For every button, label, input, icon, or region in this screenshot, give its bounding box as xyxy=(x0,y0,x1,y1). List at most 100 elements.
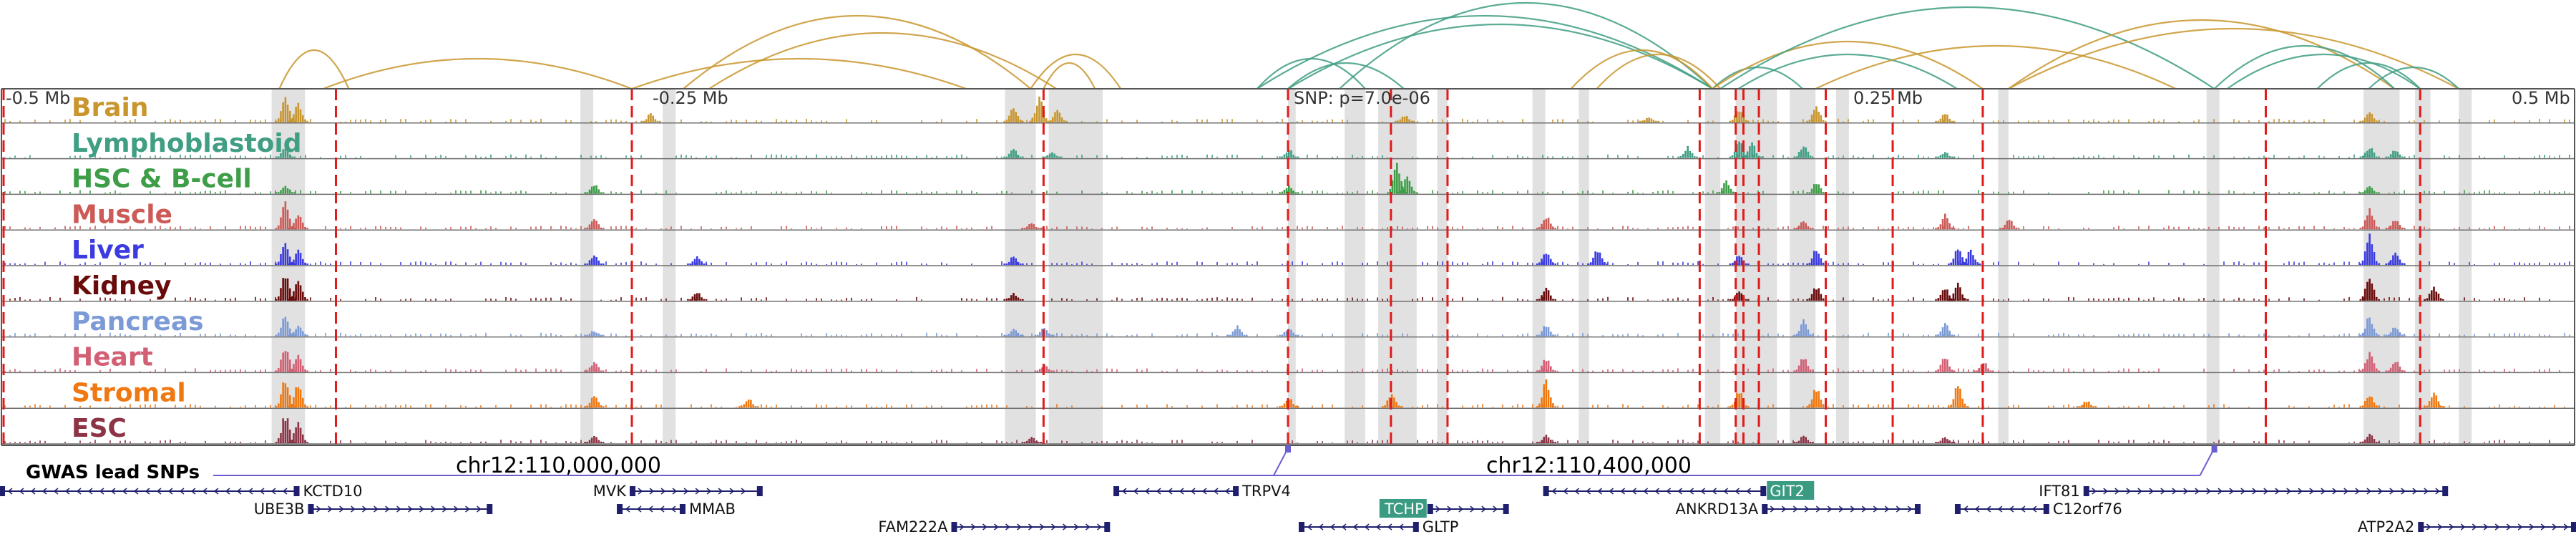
peak-0-2 xyxy=(640,113,661,122)
gwas-snp-1 xyxy=(2211,445,2218,453)
peak-6-1 xyxy=(288,325,308,337)
loop-arc-14 xyxy=(1712,67,1803,90)
peak-6-9 xyxy=(1935,323,1956,337)
track-label-heart: Heart xyxy=(72,343,153,372)
cre-band-18 xyxy=(2415,89,2431,445)
peak-1-0 xyxy=(275,148,296,158)
gene-kctd10: KCTD10 xyxy=(0,483,363,500)
gene-label-tchp: TCHP xyxy=(1384,500,1424,518)
position-right-mid: 0.25 Mb xyxy=(1853,88,1923,108)
peak-1-1 xyxy=(1003,148,1024,158)
gene-label-mvk: MVK xyxy=(593,483,627,500)
cre-band-8 xyxy=(1437,89,1448,445)
peak-9-2 xyxy=(584,435,605,443)
peak-4-6 xyxy=(1587,251,1608,265)
peak-8-10 xyxy=(2076,401,2097,408)
gene-label-gltp: GLTP xyxy=(1423,518,1459,536)
peak-6-2 xyxy=(584,331,605,337)
peak-0-1 xyxy=(288,102,308,122)
peak-3-4 xyxy=(1536,218,1556,230)
gene-ankrd13a: ANKRD13A xyxy=(1676,500,1921,518)
peak-9-5 xyxy=(1793,435,1814,443)
peak-6-11 xyxy=(2385,327,2406,337)
peak-5-2 xyxy=(687,293,708,301)
loop-arc-3 xyxy=(683,15,1032,90)
peak-4-9 xyxy=(1948,249,1968,265)
loop-arc-12 xyxy=(1570,49,1714,90)
loop-arc-16 xyxy=(1737,54,1958,90)
cre-band-10 xyxy=(1579,89,1589,445)
peak-0-10 xyxy=(1935,114,1956,122)
peak-2-0 xyxy=(275,185,296,194)
peak-8-3 xyxy=(738,400,759,408)
gwas-snp-stem-1 xyxy=(2199,448,2215,476)
peak-3-2 xyxy=(584,219,605,230)
loop-arc-18 xyxy=(1815,44,2177,90)
track-kidney xyxy=(1,278,2575,302)
gene-label-c12orf76: C12orf76 xyxy=(2053,500,2122,518)
peak-8-12 xyxy=(2424,392,2444,408)
peak-2-2 xyxy=(1279,185,1299,194)
gene-trpv4: TRPV4 xyxy=(1113,483,1291,500)
peak-1-2 xyxy=(1042,152,1063,158)
loop-arc-13 xyxy=(1596,53,1721,90)
gene-fam222a: FAM222A xyxy=(878,518,1111,536)
coordinate-label-1: chr12:110,000,000 xyxy=(456,453,661,478)
peak-0-8 xyxy=(1729,111,1750,122)
loop-arc-23 xyxy=(2368,67,2459,90)
peak-4-10 xyxy=(1961,249,1981,265)
peak-7-1 xyxy=(288,354,308,372)
loop-arc-0 xyxy=(278,49,350,90)
peak-5-1 xyxy=(288,281,308,301)
coordinate-label-2: chr12:110,400,000 xyxy=(1486,453,1692,478)
gene-highlight-git2 xyxy=(1767,481,1815,500)
peak-0-7 xyxy=(1639,117,1659,122)
cre-band-1 xyxy=(580,89,594,445)
track-label-lymphoblastoid: Lymphoblastoid xyxy=(72,129,302,158)
peak-4-2 xyxy=(584,255,605,265)
peak-7-2 xyxy=(584,362,605,372)
gene-label-ift81: IFT81 xyxy=(2039,483,2079,500)
gene-label-trpv4: TRPV4 xyxy=(1241,483,1291,500)
peak-7-4 xyxy=(1536,359,1556,372)
peak-6-7 xyxy=(1536,326,1556,337)
loop-arc-11 xyxy=(1287,62,1405,90)
peak-1-8 xyxy=(1935,152,1956,158)
peak-1-7 xyxy=(1793,146,1814,158)
peak-8-1 xyxy=(288,387,308,408)
track-label-hsc-b-cell: HSC & B-cell xyxy=(72,165,252,194)
cre-band-19 xyxy=(2459,89,2472,445)
peak-9-1 xyxy=(288,422,308,443)
peak-5-9 xyxy=(2359,279,2380,301)
peak-5-7 xyxy=(1935,289,1956,301)
peak-9-4 xyxy=(1536,435,1556,443)
position-left: -0.5 Mb xyxy=(6,88,70,108)
track-label-pancreas: Pancreas xyxy=(72,307,204,337)
peak-7-8 xyxy=(2359,352,2380,372)
cre-band-2 xyxy=(663,89,676,445)
cre-band-layer xyxy=(271,89,2472,445)
peak-2-4 xyxy=(1397,176,1418,194)
peak-1-4 xyxy=(1677,145,1698,158)
gene-git2: GIT2 xyxy=(1543,481,1815,500)
loop-arc-4 xyxy=(708,32,1057,90)
peak-6-8 xyxy=(1793,319,1814,337)
gene-atp2a2: ATP2A2 xyxy=(2358,518,2576,536)
peak-1-9 xyxy=(2359,147,2380,158)
peak-3-6 xyxy=(1935,213,1956,230)
gene-highlight-tchp xyxy=(1379,499,1427,518)
track-label-esc: ESC xyxy=(72,414,127,443)
gene-label-fam222a: FAM222A xyxy=(878,518,948,536)
peak-8-11 xyxy=(2359,396,2380,408)
peak-9-7 xyxy=(2359,433,2380,443)
peak-2-7 xyxy=(2359,186,2380,194)
cre-band-17 xyxy=(2363,89,2400,445)
cre-band-6 xyxy=(1345,89,1365,445)
track-label-kidney: Kidney xyxy=(72,271,172,301)
loop-arc-22 xyxy=(2316,62,2421,90)
peak-3-1 xyxy=(288,215,308,230)
gene-mvk: MVK xyxy=(593,483,763,500)
